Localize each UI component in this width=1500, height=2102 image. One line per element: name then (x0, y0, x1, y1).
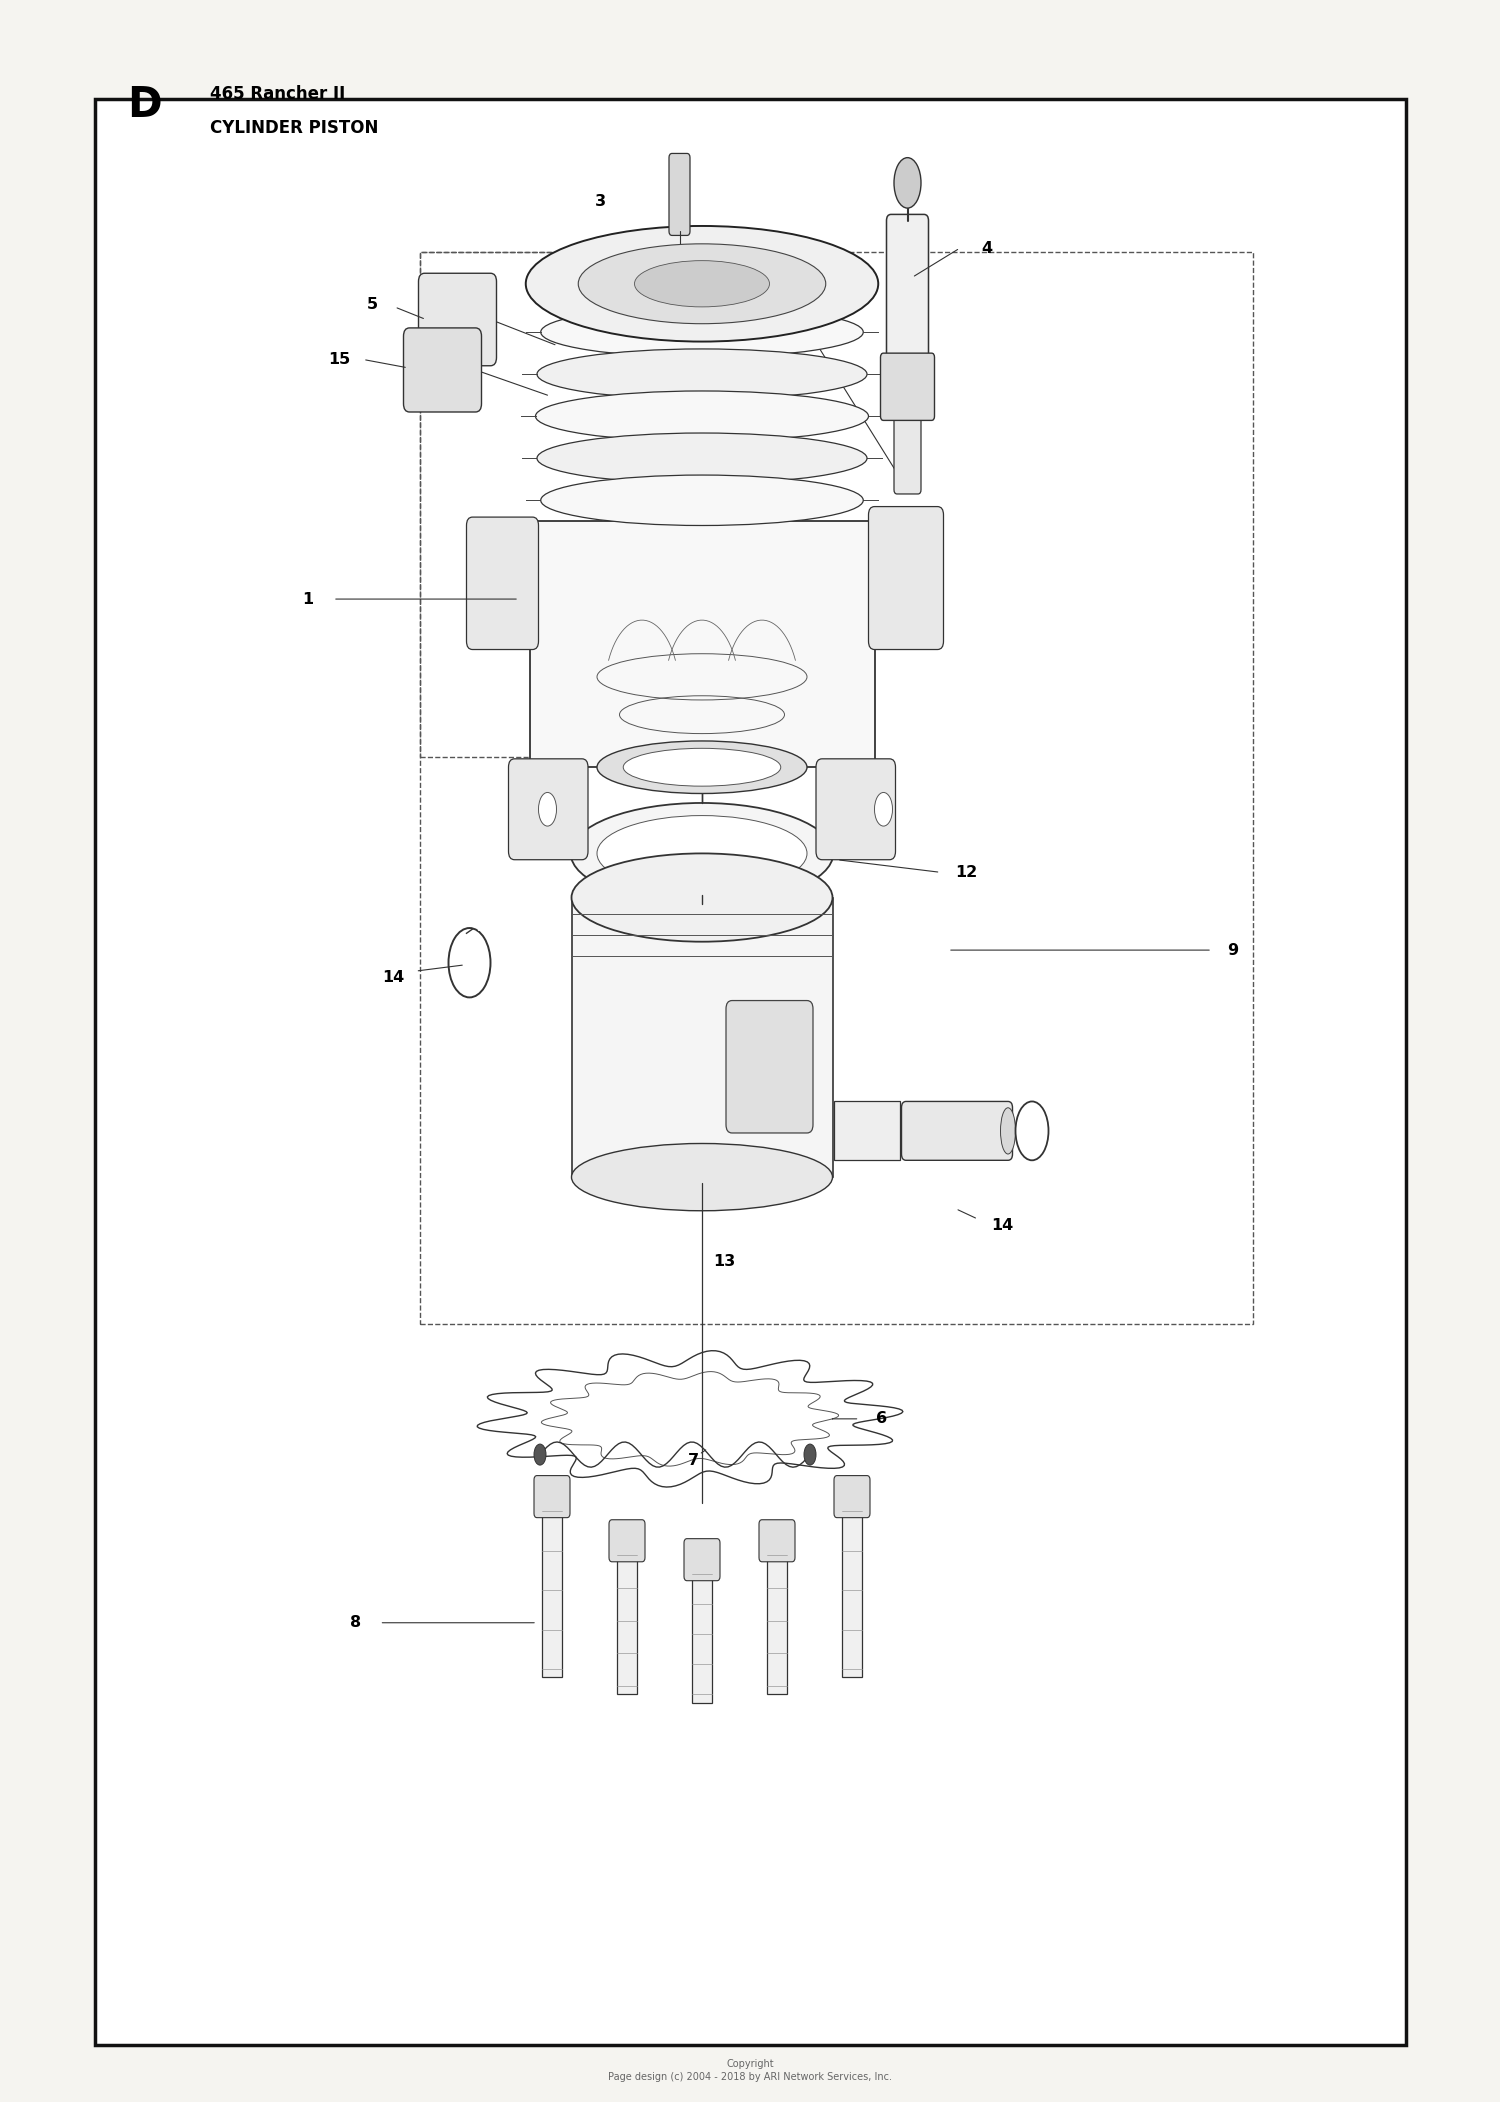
FancyBboxPatch shape (618, 1547, 636, 1694)
FancyBboxPatch shape (543, 1503, 561, 1677)
Text: ARI PartsStream™: ARI PartsStream™ (668, 891, 832, 908)
Ellipse shape (1000, 1108, 1016, 1154)
FancyBboxPatch shape (726, 1001, 813, 1133)
Text: 6: 6 (876, 1410, 888, 1427)
Ellipse shape (572, 853, 832, 942)
Text: 12: 12 (956, 864, 976, 881)
Text: 13: 13 (714, 1253, 735, 1270)
FancyBboxPatch shape (94, 99, 1406, 2045)
FancyBboxPatch shape (886, 214, 928, 364)
Text: 1: 1 (302, 591, 313, 607)
FancyBboxPatch shape (609, 1520, 645, 1562)
FancyBboxPatch shape (816, 759, 896, 860)
FancyBboxPatch shape (466, 517, 538, 650)
FancyBboxPatch shape (404, 328, 482, 412)
Ellipse shape (536, 391, 868, 441)
FancyBboxPatch shape (419, 273, 497, 366)
Ellipse shape (540, 475, 864, 526)
FancyBboxPatch shape (880, 353, 934, 420)
Text: 3: 3 (594, 193, 606, 210)
Ellipse shape (597, 740, 807, 795)
FancyBboxPatch shape (868, 507, 944, 650)
FancyBboxPatch shape (834, 1101, 900, 1160)
Text: 5: 5 (366, 296, 378, 313)
Ellipse shape (634, 261, 770, 307)
Ellipse shape (597, 816, 807, 891)
FancyBboxPatch shape (572, 898, 832, 1177)
FancyBboxPatch shape (759, 1520, 795, 1562)
FancyBboxPatch shape (768, 1547, 788, 1694)
Ellipse shape (570, 803, 834, 904)
Ellipse shape (525, 225, 879, 341)
Text: 14: 14 (382, 969, 404, 986)
FancyBboxPatch shape (692, 1566, 711, 1703)
Ellipse shape (804, 1444, 816, 1465)
Text: 4: 4 (981, 240, 993, 256)
Ellipse shape (540, 307, 864, 357)
Text: D: D (128, 84, 162, 126)
FancyBboxPatch shape (669, 153, 690, 235)
Text: 8: 8 (350, 1614, 361, 1631)
FancyBboxPatch shape (530, 521, 874, 767)
Ellipse shape (894, 158, 921, 208)
Text: 465 Rancher II: 465 Rancher II (210, 84, 345, 103)
Ellipse shape (579, 244, 825, 324)
FancyBboxPatch shape (843, 1503, 861, 1677)
FancyBboxPatch shape (902, 1101, 1013, 1160)
Text: 15: 15 (328, 351, 350, 368)
Text: 7: 7 (687, 1452, 699, 1469)
Ellipse shape (874, 792, 892, 826)
Text: 14: 14 (992, 1217, 1012, 1234)
Ellipse shape (624, 748, 780, 786)
FancyBboxPatch shape (684, 1539, 720, 1581)
Ellipse shape (537, 349, 867, 399)
FancyBboxPatch shape (834, 1476, 870, 1518)
FancyBboxPatch shape (534, 1476, 570, 1518)
Text: Copyright: Copyright (726, 2060, 774, 2068)
Text: CYLINDER PISTON: CYLINDER PISTON (210, 118, 378, 137)
Ellipse shape (572, 1143, 832, 1211)
FancyBboxPatch shape (894, 412, 921, 494)
Ellipse shape (537, 433, 867, 483)
Ellipse shape (534, 1444, 546, 1465)
Text: Page design (c) 2004 - 2018 by ARI Network Services, Inc.: Page design (c) 2004 - 2018 by ARI Netwo… (608, 2073, 892, 2081)
Text: 9: 9 (1227, 942, 1239, 959)
Ellipse shape (538, 792, 556, 826)
FancyBboxPatch shape (509, 759, 588, 860)
